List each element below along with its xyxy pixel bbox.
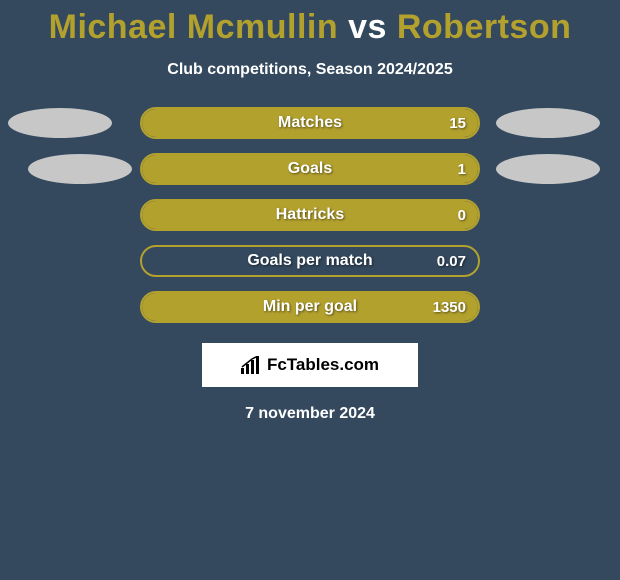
stat-bar-fill (142, 293, 478, 321)
stat-label: Goals per match (142, 252, 478, 270)
brand-text: FcTables.com (267, 355, 379, 375)
infographic-container: Michael Mcmullin vs Robertson Club compe… (0, 0, 620, 423)
stat-bar: Matches15 (140, 107, 480, 139)
stat-row: Goals1 (0, 153, 620, 185)
stat-row: Hattricks0 (0, 199, 620, 231)
stat-value: 1 (458, 161, 466, 178)
chart-icon (241, 356, 261, 374)
stat-value: 0.07 (437, 253, 466, 270)
stats-block: Matches15 Goals1 Hattricks0 Goals per match… (0, 107, 620, 323)
stat-value: 1350 (433, 299, 466, 316)
stat-bar: Goals per match0.07 (140, 245, 480, 277)
stat-row: Min per goal1350 (0, 291, 620, 323)
stat-row: Goals per match0.07 (0, 245, 620, 277)
stat-value: 15 (449, 115, 466, 132)
stat-bar: Hattricks0 (140, 199, 480, 231)
stat-row: Matches15 (0, 107, 620, 139)
brand-box: FcTables.com (202, 343, 418, 387)
footer: FcTables.com 7 november 2024 (0, 343, 620, 423)
player-ellipse-right (496, 108, 600, 138)
title-player2: Robertson (387, 8, 571, 46)
title-player1: Michael Mcmullin (49, 8, 348, 46)
stat-value: 0 (458, 207, 466, 224)
title-vs: vs (348, 8, 387, 46)
stat-bar-fill (142, 201, 478, 229)
stat-bar-fill (142, 109, 478, 137)
stat-bar: Goals1 (140, 153, 480, 185)
page-title: Michael Mcmullin vs Robertson (0, 8, 620, 47)
player-ellipse-left (28, 154, 132, 184)
player-ellipse-right (496, 154, 600, 184)
subtitle: Club competitions, Season 2024/2025 (0, 61, 620, 79)
date-text: 7 november 2024 (245, 405, 375, 423)
player-ellipse-left (8, 108, 112, 138)
stat-bar-fill (142, 155, 478, 183)
stat-bar: Min per goal1350 (140, 291, 480, 323)
